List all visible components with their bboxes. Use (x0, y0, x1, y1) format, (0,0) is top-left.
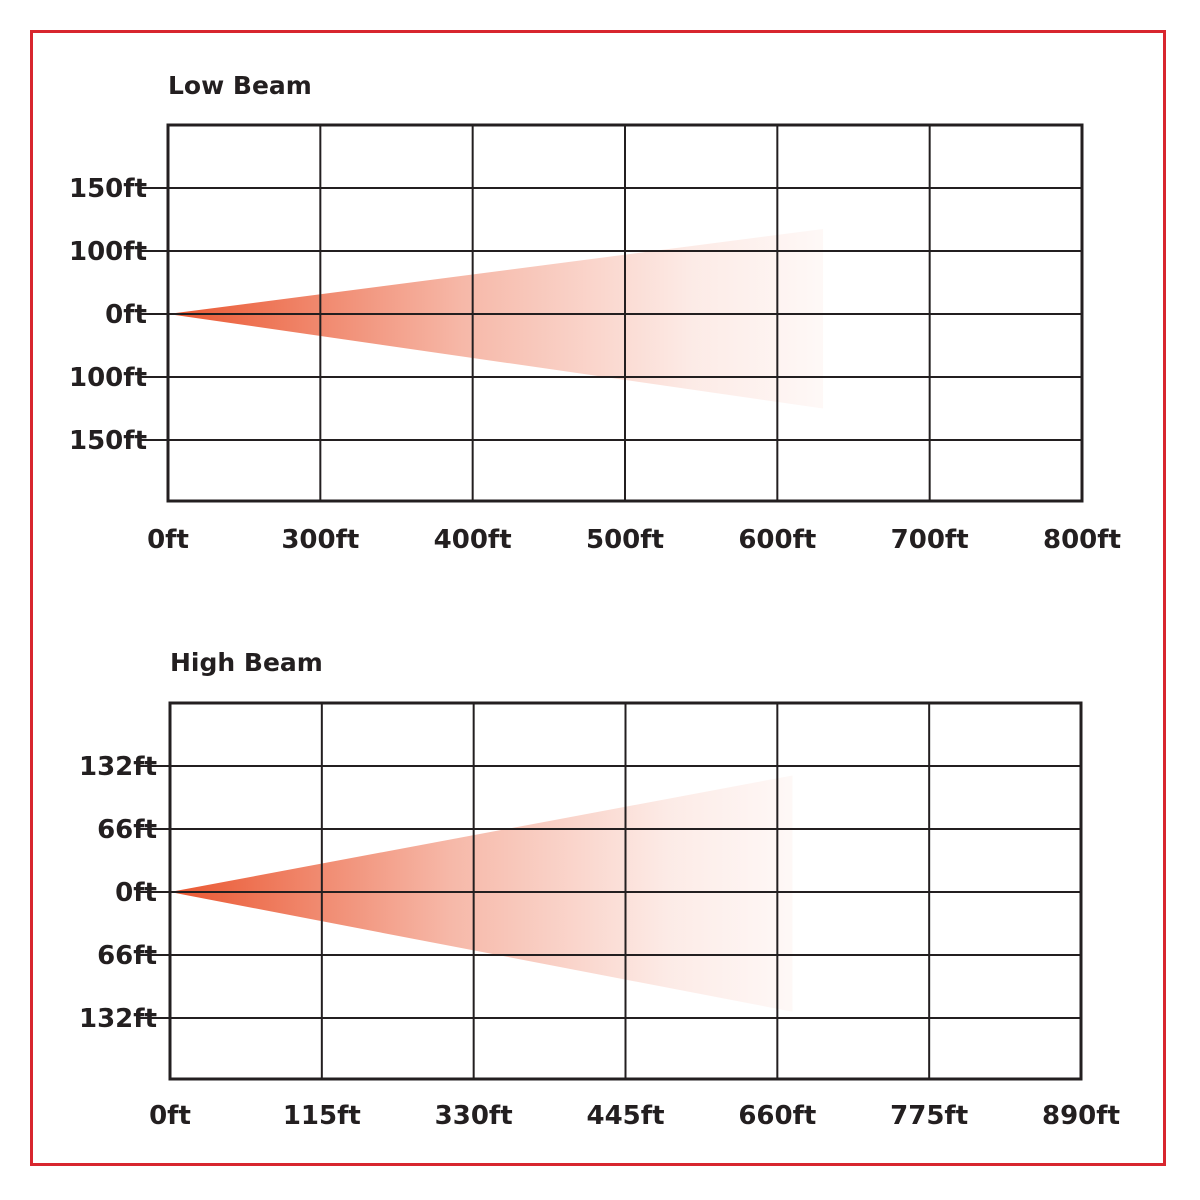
y-tick-label: 66ft (97, 941, 157, 971)
x-tick-label: 330ft (435, 1101, 513, 1131)
x-tick-label: 115ft (283, 1101, 361, 1131)
plot-border (168, 701, 1083, 1081)
beam-chart-1: High Beam 132ft 66ft 0ft 66ft 132ft 0ft 115ft 33… (79, 648, 1120, 1131)
x-tick-label: 400ft (434, 525, 512, 555)
x-tick-label: 775ft (890, 1101, 968, 1131)
x-tick-label: 890ft (1042, 1101, 1120, 1131)
x-tick-label: 445ft (586, 1101, 664, 1131)
y-tick-label: 150ft (69, 426, 147, 456)
x-tick-label: 0ft (149, 1101, 191, 1131)
chart-title: High Beam (170, 648, 323, 677)
x-tick-label: 0ft (147, 525, 189, 555)
beam-spread-area (170, 775, 793, 1012)
x-tick-label: 800ft (1043, 525, 1121, 555)
x-tick-label: 660ft (738, 1101, 816, 1131)
y-tick-label: 0ft (105, 300, 147, 330)
x-tick-label: 500ft (586, 525, 664, 555)
x-tick-label: 700ft (891, 525, 969, 555)
outer-frame (30, 30, 1166, 1166)
beam-chart-0: Low Beam 150ft 100ft 0ft 100ft 150ft 0ft 300ft 4… (69, 71, 1121, 555)
y-tick-label: 132ft (79, 1004, 157, 1034)
x-tick-label: 600ft (738, 525, 816, 555)
y-tick-label: 0ft (115, 878, 157, 908)
x-tick-label: 300ft (281, 525, 359, 555)
y-tick-label: 100ft (69, 363, 147, 393)
y-tick-label: 132ft (79, 752, 157, 782)
plot-border (166, 123, 1084, 503)
y-tick-label: 100ft (69, 237, 147, 267)
beam-spread-area (168, 228, 824, 409)
y-tick-label: 66ft (97, 815, 157, 845)
chart-title: Low Beam (168, 71, 312, 100)
y-tick-label: 150ft (69, 174, 147, 204)
